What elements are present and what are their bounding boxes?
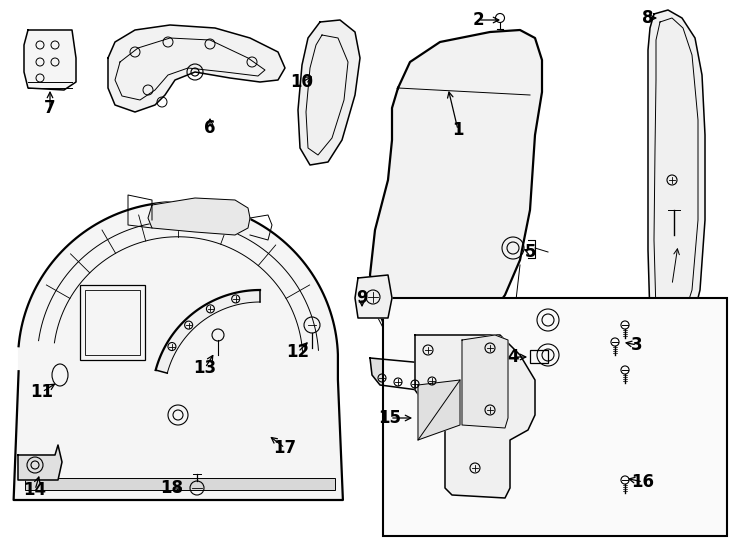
Polygon shape	[462, 335, 508, 428]
Text: 12: 12	[286, 343, 310, 361]
Text: 17: 17	[274, 439, 297, 457]
Polygon shape	[648, 10, 705, 345]
Text: 14: 14	[23, 481, 46, 499]
Polygon shape	[418, 380, 460, 440]
Polygon shape	[156, 290, 260, 373]
Polygon shape	[18, 445, 62, 480]
Bar	[80, 285, 145, 360]
Polygon shape	[370, 358, 445, 390]
Text: 2: 2	[472, 11, 484, 29]
Polygon shape	[415, 335, 535, 498]
Text: 5: 5	[524, 243, 536, 261]
Polygon shape	[24, 30, 76, 90]
Text: 6: 6	[204, 119, 216, 137]
Text: 4: 4	[507, 348, 519, 366]
Text: 8: 8	[642, 9, 654, 27]
Text: 18: 18	[161, 479, 184, 497]
Polygon shape	[148, 198, 250, 235]
Text: 9: 9	[356, 289, 368, 307]
Bar	[530, 350, 548, 363]
Polygon shape	[298, 20, 360, 165]
Bar	[25, 478, 335, 490]
Text: 16: 16	[631, 473, 655, 491]
Text: 15: 15	[379, 409, 401, 427]
Text: 1: 1	[452, 121, 464, 139]
Polygon shape	[108, 25, 285, 112]
Text: 3: 3	[631, 336, 643, 354]
Text: 11: 11	[31, 383, 54, 401]
Polygon shape	[370, 30, 542, 350]
Text: 10: 10	[291, 73, 313, 91]
Polygon shape	[14, 202, 343, 500]
Bar	[383, 298, 727, 536]
Bar	[85, 290, 140, 355]
Text: 7: 7	[44, 99, 56, 117]
Polygon shape	[355, 275, 392, 318]
Text: 13: 13	[194, 359, 217, 377]
